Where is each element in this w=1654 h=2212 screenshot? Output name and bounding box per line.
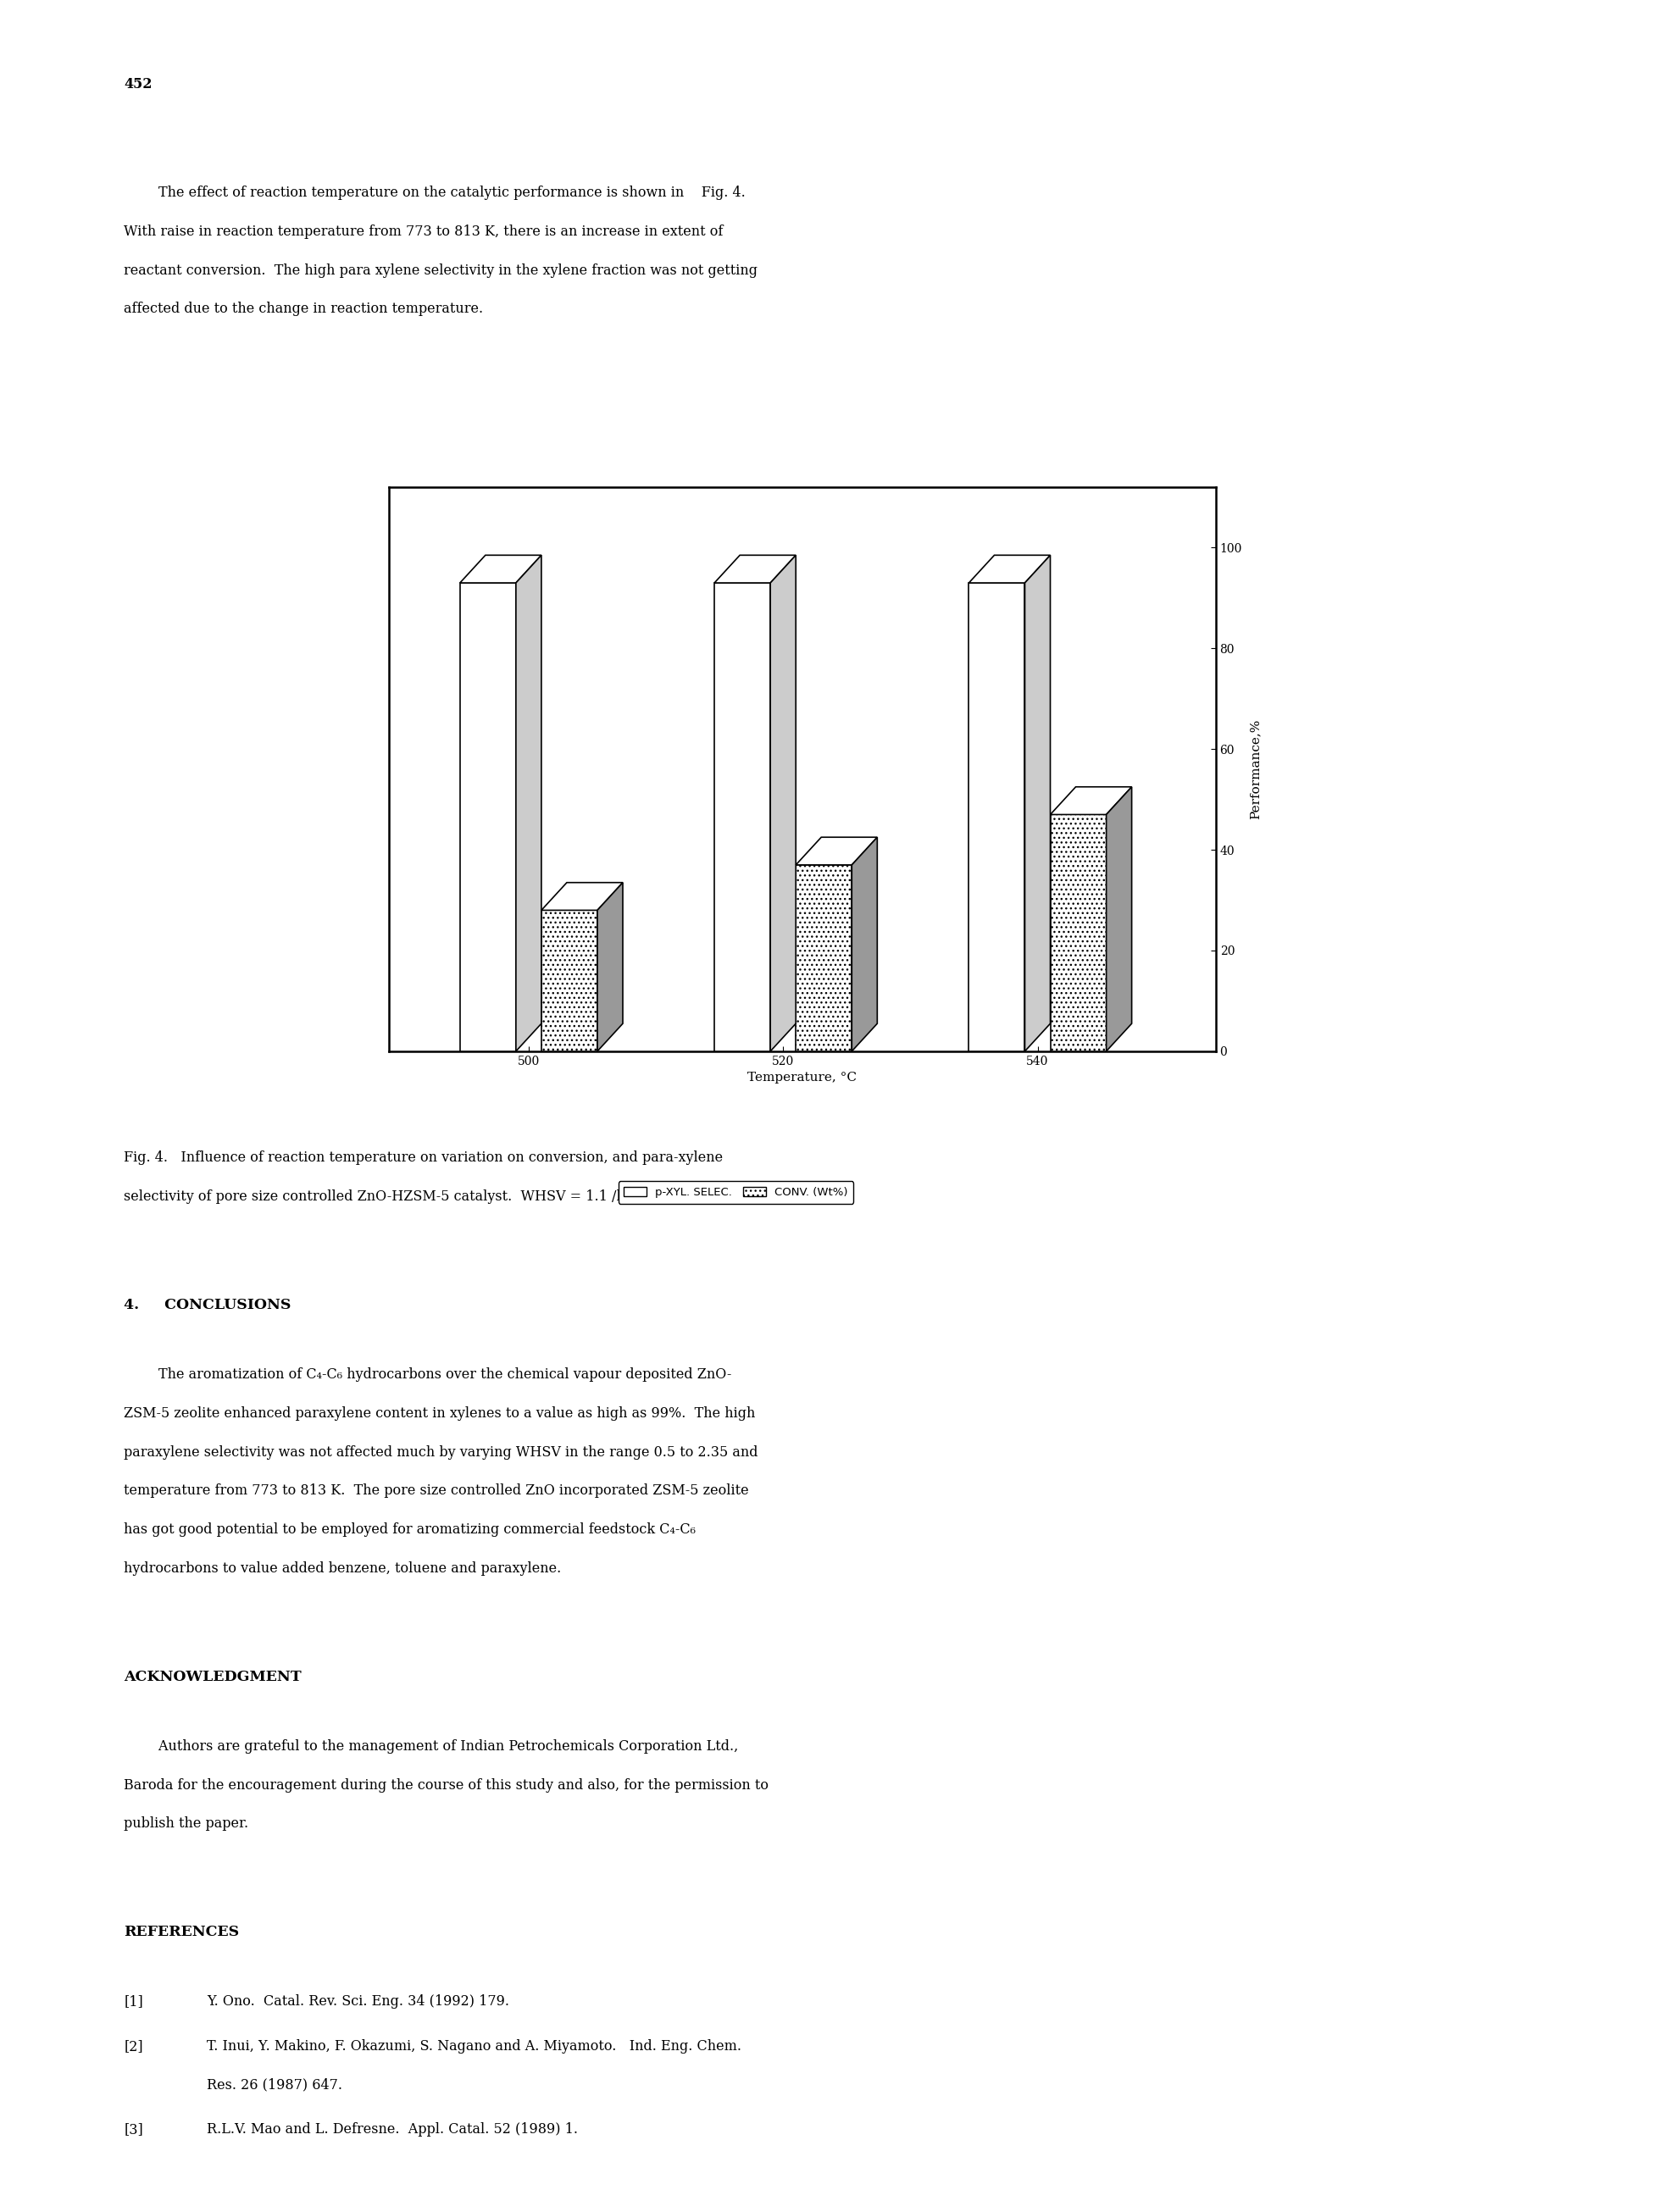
Text: affected due to the change in reaction temperature.: affected due to the change in reaction t… xyxy=(124,301,483,316)
Text: Authors are grateful to the management of Indian Petrochemicals Corporation Ltd.: Authors are grateful to the management o… xyxy=(124,1739,739,1754)
Polygon shape xyxy=(715,555,796,584)
Text: T. Inui, Y. Makino, F. Okazumi, S. Nagano and A. Miyamoto.   Ind. Eng. Chem.: T. Inui, Y. Makino, F. Okazumi, S. Nagan… xyxy=(207,2039,741,2053)
Text: Fig. 4.   Influence of reaction temperature on variation on conversion, and para: Fig. 4. Influence of reaction temperatur… xyxy=(124,1150,723,1166)
Polygon shape xyxy=(969,555,1050,584)
Text: [2]: [2] xyxy=(124,2039,144,2053)
Polygon shape xyxy=(1050,787,1131,814)
Text: 452: 452 xyxy=(124,77,152,93)
Polygon shape xyxy=(597,883,624,1051)
Text: temperature from 773 to 813 K.  The pore size controlled ZnO incorporated ZSM-5 : temperature from 773 to 813 K. The pore … xyxy=(124,1484,749,1498)
Polygon shape xyxy=(1107,787,1131,1051)
Polygon shape xyxy=(460,555,541,584)
Polygon shape xyxy=(1025,555,1050,1051)
Text: R.L.V. Mao and L. Defresne.  Appl. Catal. 52 (1989) 1.: R.L.V. Mao and L. Defresne. Appl. Catal.… xyxy=(207,2124,577,2137)
Bar xyxy=(796,865,852,1051)
Text: REFERENCES: REFERENCES xyxy=(124,1924,240,1940)
Bar xyxy=(715,584,771,1051)
Text: The effect of reaction temperature on the catalytic performance is shown in    F: The effect of reaction temperature on th… xyxy=(124,186,746,201)
Text: The aromatization of C₄-C₆ hydrocarbons over the chemical vapour deposited ZnO-: The aromatization of C₄-C₆ hydrocarbons … xyxy=(124,1367,733,1382)
Text: [1]: [1] xyxy=(124,1995,144,2008)
Text: ZSM-5 zeolite enhanced paraxylene content in xylenes to a value as high as 99%. : ZSM-5 zeolite enhanced paraxylene conten… xyxy=(124,1407,756,1420)
Text: ACKNOWLEDGMENT: ACKNOWLEDGMENT xyxy=(124,1670,301,1683)
Y-axis label: Performance,%: Performance,% xyxy=(1249,719,1260,818)
Legend: p-XYL. SELEC., CONV. (Wt%): p-XYL. SELEC., CONV. (Wt%) xyxy=(619,1181,853,1203)
Bar xyxy=(969,584,1025,1051)
Text: has got good potential to be employed for aromatizing commercial feedstock C₄-C₆: has got good potential to be employed fo… xyxy=(124,1522,696,1537)
Text: Baroda for the encouragement during the course of this study and also, for the p: Baroda for the encouragement during the … xyxy=(124,1778,769,1792)
Bar xyxy=(1050,814,1107,1051)
Bar xyxy=(460,584,516,1051)
Polygon shape xyxy=(796,836,877,865)
Text: reactant conversion.  The high para xylene selectivity in the xylene fraction wa: reactant conversion. The high para xylen… xyxy=(124,263,758,279)
X-axis label: Temperature, °C: Temperature, °C xyxy=(748,1073,857,1084)
Text: With raise in reaction temperature from 773 to 813 K, there is an increase in ex: With raise in reaction temperature from … xyxy=(124,226,723,239)
Polygon shape xyxy=(516,555,541,1051)
Text: Res. 26 (1987) 647.: Res. 26 (1987) 647. xyxy=(207,2077,342,2093)
Polygon shape xyxy=(541,883,624,911)
Polygon shape xyxy=(771,555,796,1051)
Text: hydrocarbons to value added benzene, toluene and paraxylene.: hydrocarbons to value added benzene, tol… xyxy=(124,1562,561,1575)
Text: [3]: [3] xyxy=(124,2124,144,2137)
Text: publish the paper.: publish the paper. xyxy=(124,1816,248,1832)
Text: Y. Ono.  Catal. Rev. Sci. Eng. 34 (1992) 179.: Y. Ono. Catal. Rev. Sci. Eng. 34 (1992) … xyxy=(207,1995,509,2008)
Polygon shape xyxy=(852,836,877,1051)
Text: selectivity of pore size controlled ZnO-HZSM-5 catalyst.  WHSV = 1.1 /h: selectivity of pore size controlled ZnO-… xyxy=(124,1190,625,1203)
Text: 4.     CONCLUSIONS: 4. CONCLUSIONS xyxy=(124,1298,291,1312)
Text: paraxylene selectivity was not affected much by varying WHSV in the range 0.5 to: paraxylene selectivity was not affected … xyxy=(124,1444,758,1460)
Bar xyxy=(541,911,597,1051)
